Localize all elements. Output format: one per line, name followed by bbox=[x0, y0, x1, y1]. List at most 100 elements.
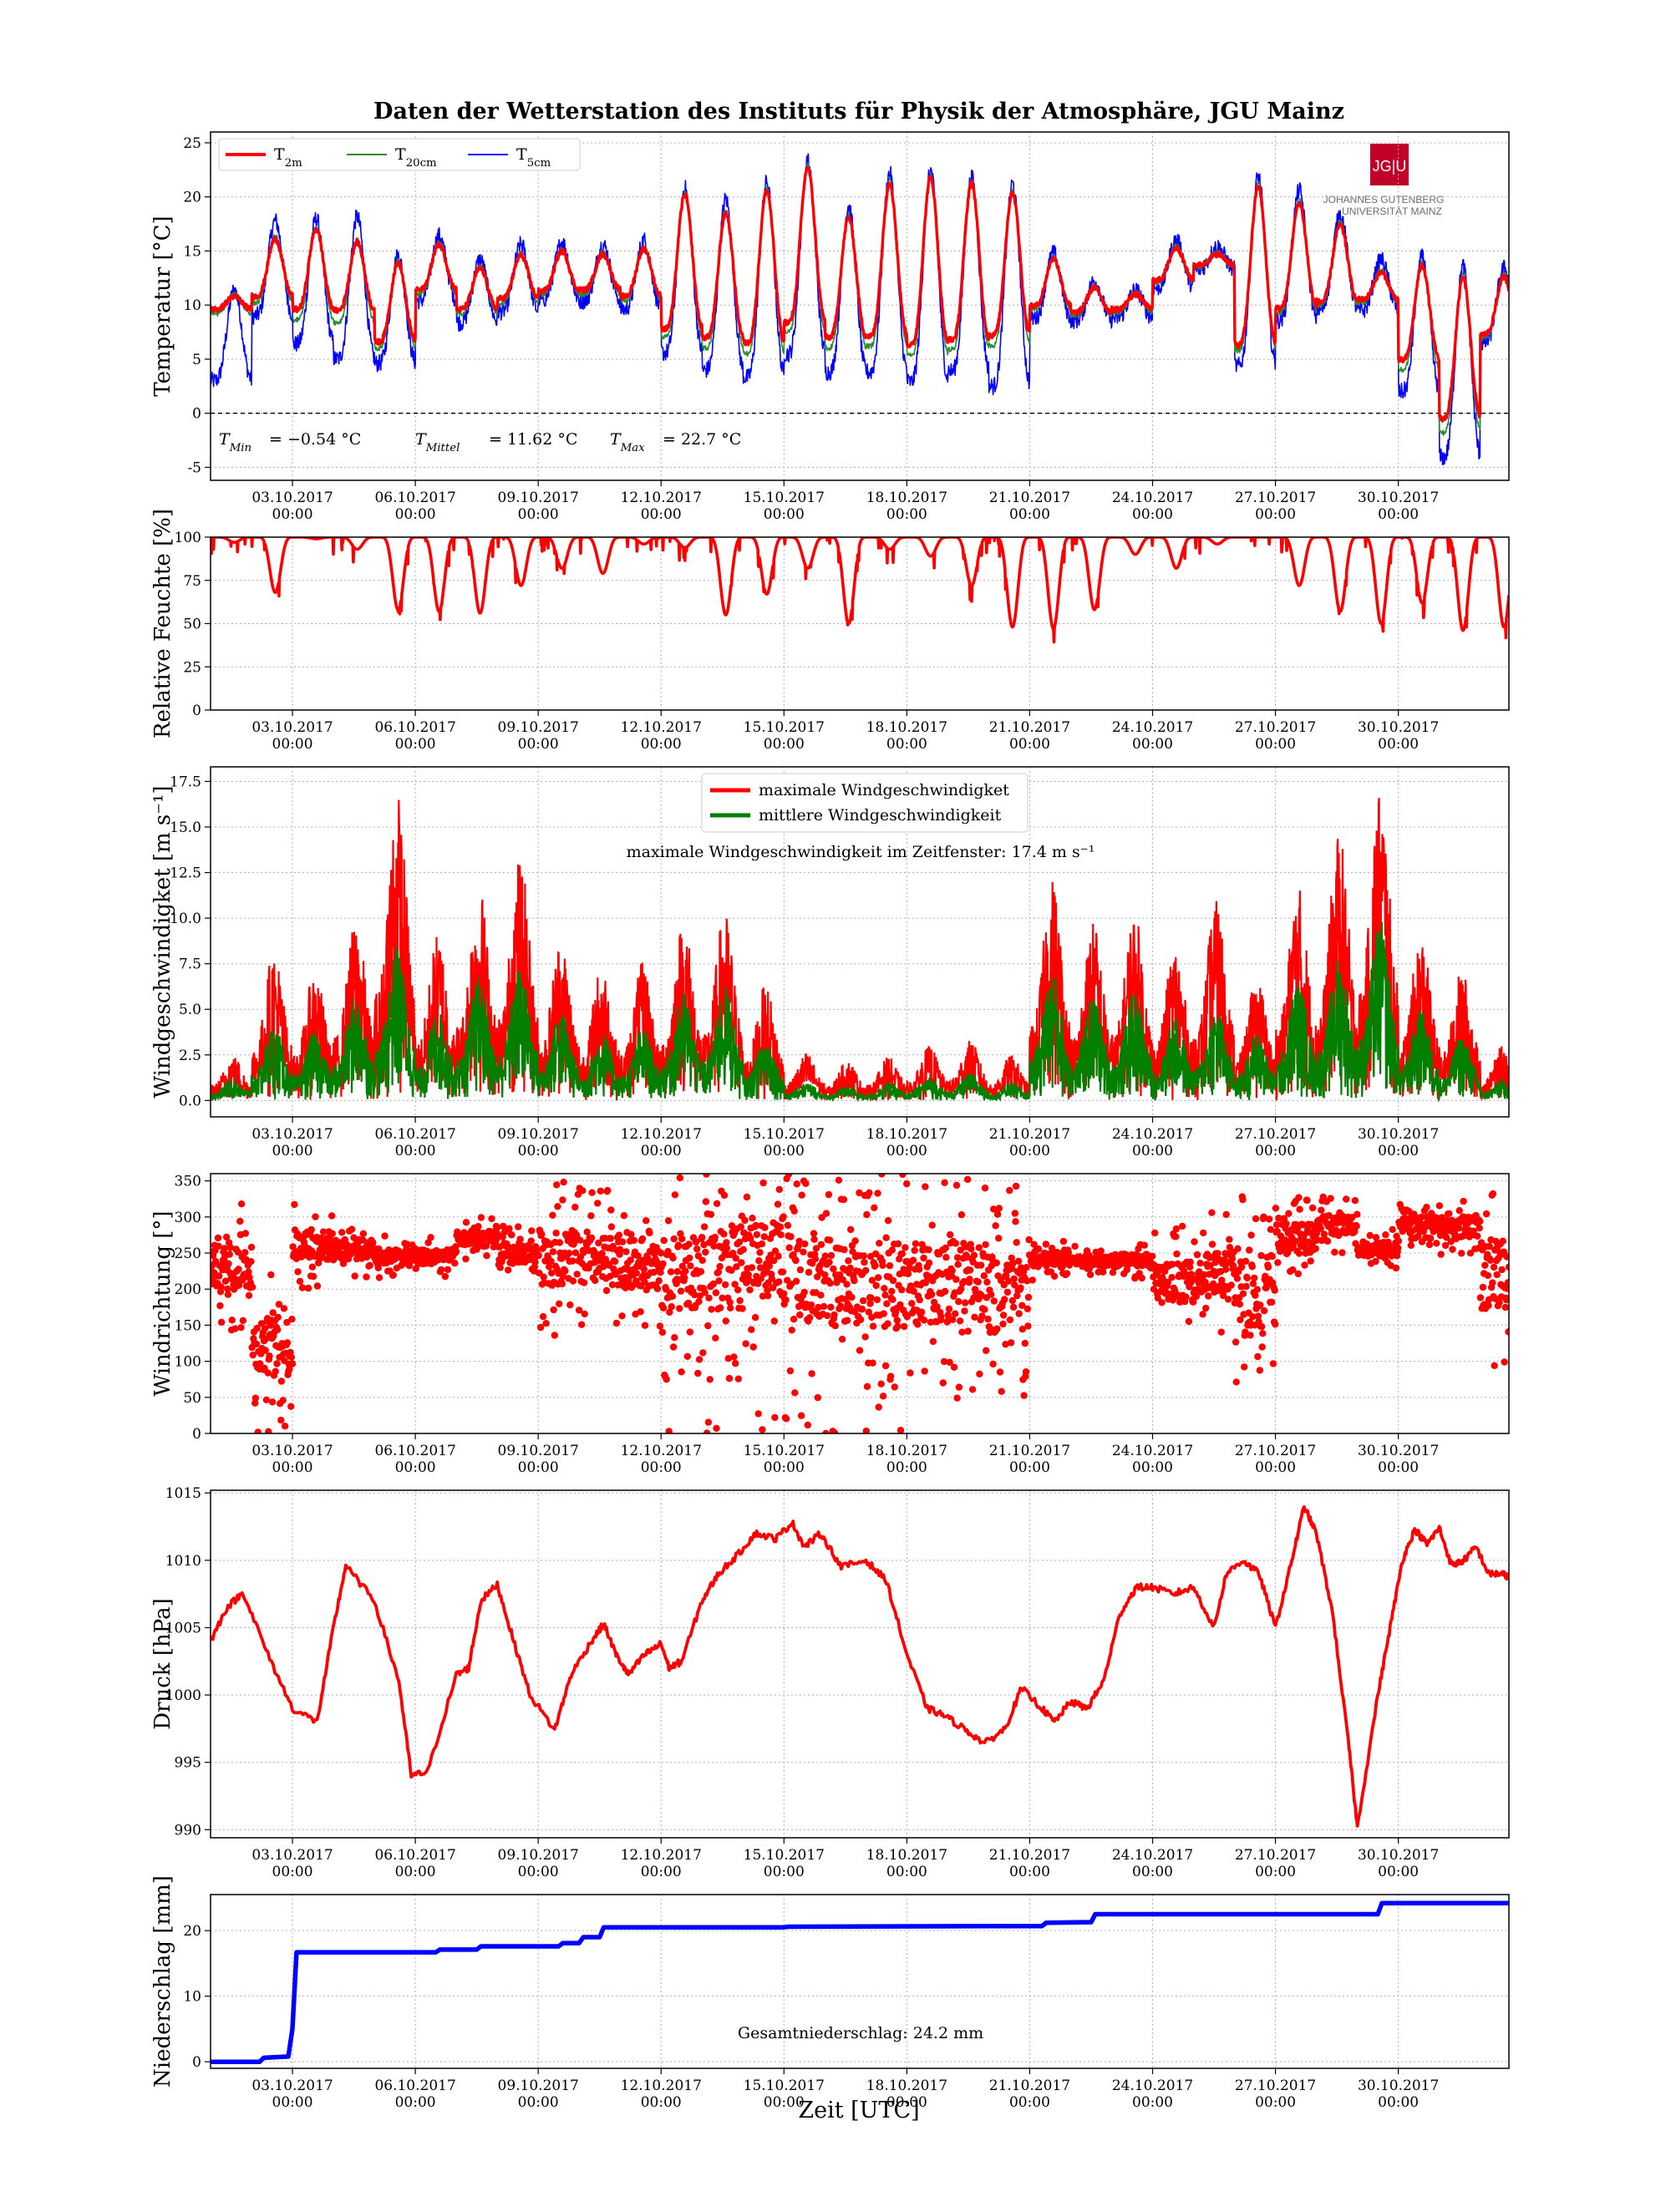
y-tick-label: 1010 bbox=[165, 1553, 201, 1570]
x-tick-label: 24.10.2017 bbox=[1112, 490, 1193, 506]
x-tick-label: 18.10.2017 bbox=[866, 2078, 947, 2094]
x-tick-time: 00:00 bbox=[886, 1864, 927, 1880]
y-tick-label: 12.5 bbox=[170, 865, 201, 882]
stat-min-label: TMin bbox=[219, 430, 251, 454]
x-tick-label: 03.10.2017 bbox=[251, 719, 333, 736]
legend: maximale Windgeschwindigket mittlere Wind… bbox=[701, 773, 1029, 833]
x-tick-label: 09.10.2017 bbox=[498, 1126, 579, 1143]
y-tick-label: 25 bbox=[183, 135, 201, 152]
x-tick-time: 00:00 bbox=[764, 1459, 805, 1476]
x-tick-time: 00:00 bbox=[1378, 1143, 1419, 1159]
series-line-precipitation bbox=[211, 1900, 1509, 2064]
logo-initials: JG|U bbox=[1373, 158, 1407, 175]
y-tick-label: 0 bbox=[192, 703, 201, 719]
x-tick-label: 30.10.2017 bbox=[1358, 1126, 1439, 1143]
x-tick-time: 00:00 bbox=[886, 1143, 927, 1159]
y-tick-label: 50 bbox=[183, 1390, 201, 1407]
legend-label-T2m: T2m bbox=[274, 145, 302, 170]
panel-frame bbox=[210, 536, 1510, 711]
y-tick-label: 1005 bbox=[165, 1620, 201, 1636]
stat-mean-label: TMittel bbox=[415, 430, 460, 454]
x-tick-time: 00:00 bbox=[1009, 2094, 1050, 2111]
x-tick-label: 09.10.2017 bbox=[498, 1847, 579, 1864]
x-tick-label: 12.10.2017 bbox=[621, 719, 702, 736]
y-axis-label: Windgeschwindigket [m s⁻¹] bbox=[150, 785, 175, 1098]
x-tick-label: 12.10.2017 bbox=[621, 1443, 702, 1459]
x-tick-time: 00:00 bbox=[764, 2094, 805, 2111]
x-tick-label: 24.10.2017 bbox=[1112, 2078, 1193, 2094]
x-tick-time: 00:00 bbox=[641, 1143, 682, 1159]
panel-frame bbox=[210, 1894, 1510, 2069]
x-tick-time: 00:00 bbox=[764, 1143, 805, 1159]
y-tick-label: 995 bbox=[175, 1755, 201, 1772]
x-tick-label: 03.10.2017 bbox=[251, 490, 333, 506]
x-tick-label: 06.10.2017 bbox=[374, 1847, 455, 1864]
panel-1: 03.10.201700:0006.10.201700:0009.10.2017… bbox=[150, 131, 1510, 523]
x-tick-time: 00:00 bbox=[1009, 1143, 1050, 1159]
x-tick-time: 00:00 bbox=[1255, 1459, 1296, 1476]
x-tick-time: 00:00 bbox=[1132, 2094, 1173, 2111]
x-tick-time: 00:00 bbox=[886, 2094, 927, 2111]
scatter-points bbox=[211, 1174, 1509, 1433]
x-tick-label: 03.10.2017 bbox=[251, 1443, 333, 1459]
logo-line1: JOHANNES GUTENBERG bbox=[1323, 194, 1445, 205]
y-tick-label: 300 bbox=[175, 1210, 201, 1226]
y-tick-label: 0.0 bbox=[179, 1093, 201, 1109]
logo-line2: UNIVERSITÄT MAINZ bbox=[1342, 205, 1442, 217]
x-tick-label: 30.10.2017 bbox=[1358, 719, 1439, 736]
plot-area bbox=[211, 1174, 1509, 1433]
x-tick-time: 00:00 bbox=[1378, 1864, 1419, 1880]
x-tick-label: 30.10.2017 bbox=[1358, 1847, 1439, 1864]
x-tick-label: 24.10.2017 bbox=[1112, 1847, 1193, 1864]
x-tick-time: 00:00 bbox=[764, 1864, 805, 1880]
y-tick-label: 990 bbox=[175, 1822, 201, 1839]
x-tick-label: 18.10.2017 bbox=[866, 490, 947, 506]
x-tick-label: 03.10.2017 bbox=[251, 2078, 333, 2094]
y-tick-label: 2.5 bbox=[179, 1048, 201, 1064]
y-tick-label: 150 bbox=[175, 1317, 201, 1334]
x-tick-time: 00:00 bbox=[395, 736, 436, 753]
x-tick-label: 27.10.2017 bbox=[1235, 2078, 1316, 2094]
x-tick-label: 27.10.2017 bbox=[1235, 490, 1316, 506]
stat-max-label: TMax bbox=[610, 430, 645, 454]
y-tick-label: 75 bbox=[183, 573, 201, 590]
x-tick-time: 00:00 bbox=[518, 2094, 559, 2111]
x-tick-label: 18.10.2017 bbox=[866, 1847, 947, 1864]
y-tick-label: 1000 bbox=[165, 1687, 201, 1704]
x-tick-time: 00:00 bbox=[1378, 736, 1419, 753]
y-tick-label: 100 bbox=[175, 530, 201, 546]
x-axis-label: Zeit [UTC] bbox=[798, 2098, 919, 2123]
x-tick-time: 00:00 bbox=[886, 1459, 927, 1476]
x-tick-label: 21.10.2017 bbox=[989, 719, 1070, 736]
jgu-logo: JG|U JOHANNES GUTENBERG UNIVERSITÄT MAIN… bbox=[1323, 144, 1445, 217]
panel-6: 03.10.201700:0006.10.201700:0009.10.2017… bbox=[150, 1875, 1510, 2111]
y-tick-label: 200 bbox=[175, 1281, 201, 1298]
y-axis-label: Niederschlag [mm] bbox=[150, 1875, 175, 2088]
x-tick-time: 00:00 bbox=[764, 736, 805, 753]
y-axis-label: Temperatur [°C] bbox=[150, 216, 175, 396]
x-tick-time: 00:00 bbox=[1378, 2094, 1419, 2111]
panel-frame bbox=[210, 131, 1510, 481]
x-tick-label: 12.10.2017 bbox=[621, 1126, 702, 1143]
y-tick-label: 350 bbox=[175, 1174, 201, 1190]
x-tick-time: 00:00 bbox=[1255, 736, 1296, 753]
x-tick-time: 00:00 bbox=[641, 1459, 682, 1476]
x-tick-label: 30.10.2017 bbox=[1358, 490, 1439, 506]
y-tick-label: 20 bbox=[183, 1923, 201, 1940]
series-line-mean-wind bbox=[211, 921, 1509, 1103]
x-tick-label: 06.10.2017 bbox=[374, 490, 455, 506]
panel-frame bbox=[210, 766, 1510, 1118]
y-tick-label: 250 bbox=[175, 1246, 201, 1262]
plot-area bbox=[211, 537, 1509, 710]
x-tick-time: 00:00 bbox=[641, 506, 682, 523]
x-tick-label: 15.10.2017 bbox=[744, 1847, 825, 1864]
x-tick-label: 24.10.2017 bbox=[1112, 1443, 1193, 1459]
x-tick-time: 00:00 bbox=[1132, 1864, 1173, 1880]
x-tick-time: 00:00 bbox=[1378, 1459, 1419, 1476]
x-tick-label: 03.10.2017 bbox=[251, 1126, 333, 1143]
x-tick-time: 00:00 bbox=[1255, 2094, 1296, 2111]
logo-box bbox=[1370, 144, 1409, 185]
x-tick-time: 00:00 bbox=[641, 2094, 682, 2111]
y-tick-label: 1015 bbox=[165, 1485, 201, 1502]
y-tick-label: 100 bbox=[175, 1354, 201, 1371]
